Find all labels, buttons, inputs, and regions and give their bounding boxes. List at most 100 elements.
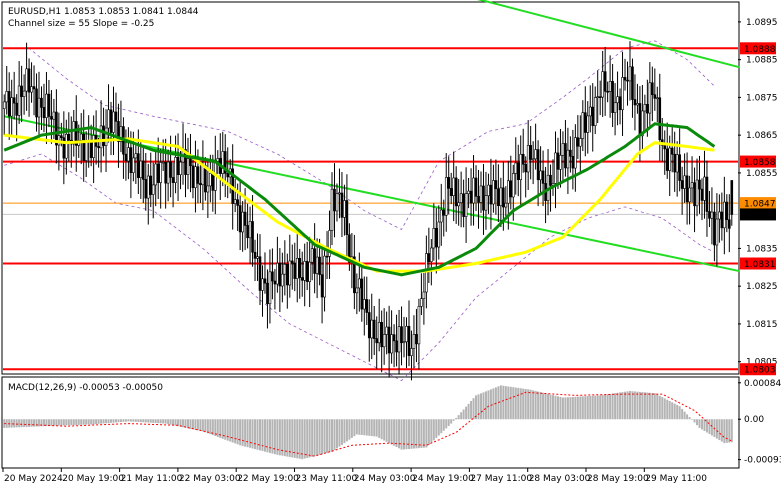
candle-body: [109, 109, 113, 133]
macd-histogram-bar: [226, 419, 229, 441]
candle-body: [184, 149, 187, 175]
macd-histogram-bar: [512, 387, 515, 420]
candle-body: [435, 228, 438, 248]
macd-histogram-bar: [256, 419, 259, 450]
candle-body: [728, 219, 731, 229]
macd-histogram-bar: [591, 395, 594, 420]
macd-histogram-bar: [206, 419, 209, 434]
candle-body: [606, 90, 609, 93]
candle-body: [27, 68, 31, 93]
candle-body: [107, 109, 110, 129]
candle-body: [653, 94, 657, 99]
price-tick-label: 1.0805: [746, 358, 778, 368]
macd-histogram-bar: [194, 419, 197, 430]
candle-body: [730, 180, 734, 215]
macd-histogram-bar: [395, 419, 398, 448]
candle-body: [7, 91, 11, 117]
candle-body: [191, 165, 195, 189]
candle-body: [315, 256, 319, 274]
candle-body: [45, 93, 48, 118]
macd-histogram-bar: [278, 419, 281, 456]
symbol-header: EURUSD,H1 1.0853 1.0853 1.0841 1.0844: [8, 7, 199, 17]
candle-body: [164, 161, 167, 184]
macd-histogram-bar: [477, 394, 480, 420]
macd-histogram-bar: [149, 419, 152, 423]
candle-body: [469, 190, 473, 204]
candle-body: [97, 146, 100, 149]
candle-body: [102, 125, 105, 146]
macd-histogram-bar: [196, 419, 199, 431]
candle-body: [169, 161, 172, 178]
candle-body: [35, 88, 38, 118]
macd-histogram-bar: [281, 419, 284, 456]
candle-body: [253, 251, 257, 259]
macd-histogram-bar: [363, 419, 366, 436]
macd-histogram-bar: [487, 390, 490, 420]
candle-body: [166, 161, 170, 184]
candle-body: [410, 348, 413, 356]
macd-histogram-bar: [676, 404, 679, 420]
macd-histogram-bar: [137, 419, 140, 422]
candle-body: [261, 278, 264, 291]
candle-body: [2, 101, 6, 110]
candle-body: [430, 247, 433, 262]
macd-histogram-bar: [457, 415, 460, 420]
macd-histogram-bar: [730, 419, 733, 443]
macd-header: MACD(12,26,9) -0.00053 -0.00050: [8, 383, 163, 393]
level-tag-text-1.0803: 1.0803: [744, 366, 776, 376]
macd-histogram-bar: [686, 414, 689, 420]
macd-histogram-bar: [124, 419, 127, 422]
candle-body: [507, 180, 510, 204]
macd-histogram-bar: [326, 419, 329, 454]
candle-body: [574, 137, 577, 169]
candle-body: [137, 153, 140, 178]
macd-histogram-bar: [450, 419, 453, 424]
macd-histogram-bar: [688, 417, 691, 420]
macd-histogram-bar: [239, 419, 242, 446]
macd-histogram-bar: [579, 396, 582, 420]
macd-histogram-bar: [360, 419, 363, 435]
candle-body: [521, 153, 525, 165]
macd-histogram-bar: [517, 387, 520, 420]
candle-body: [705, 176, 709, 212]
candle-body: [263, 278, 267, 284]
macd-histogram-bar: [696, 419, 699, 426]
macd-histogram-bar: [442, 419, 445, 431]
candle-body: [104, 127, 108, 146]
macd-histogram-bar: [636, 391, 639, 420]
macd-histogram-bar: [129, 419, 132, 422]
candle-body: [144, 179, 148, 199]
time-tick-label: 24 May 19:00: [412, 474, 474, 484]
macd-histogram-bar: [470, 401, 473, 420]
macd-signal-line: [4, 391, 733, 457]
candle-body: [146, 175, 150, 199]
candle-body: [17, 85, 21, 116]
macd-histogram-bar: [403, 419, 406, 450]
macd-histogram-bar: [539, 392, 542, 420]
candle-body: [221, 151, 225, 174]
moving-average-slow-line: [3, 122, 716, 277]
candle-body: [643, 104, 647, 112]
candle-body: [199, 183, 202, 186]
macd-histogram-bar: [427, 419, 430, 446]
candle-body: [519, 153, 523, 180]
macd-histogram-bar: [355, 419, 358, 435]
candle-body: [211, 173, 215, 191]
macd-histogram-bar: [683, 411, 686, 420]
macd-histogram-bar: [28, 419, 31, 427]
macd-histogram-bar: [236, 419, 239, 445]
candle-body: [223, 151, 227, 174]
macd-histogram-bar: [715, 419, 718, 439]
macd-histogram-bar: [157, 419, 160, 424]
candle-body: [283, 264, 287, 275]
macd-histogram-bar: [522, 388, 525, 420]
macd-histogram-bar: [333, 419, 336, 451]
candle-body: [266, 282, 269, 305]
macd-histogram-bar: [5, 419, 8, 428]
time-tick-label: 28 May 19:00: [587, 474, 649, 484]
macd-histogram-bar: [380, 419, 383, 440]
macd-histogram-bar: [340, 419, 343, 445]
candle-body: [422, 291, 426, 299]
